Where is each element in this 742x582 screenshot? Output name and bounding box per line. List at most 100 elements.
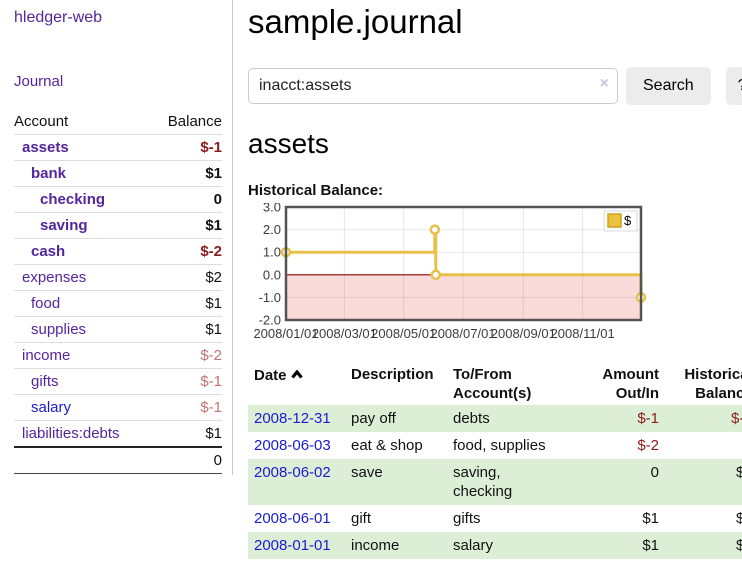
svg-text:2008/07/01: 2008/07/01 [430,326,495,341]
accounts-total-balance: 0 [151,447,222,474]
account-link-cash[interactable]: cash [31,243,66,260]
account-balance: $-2 [151,238,222,265]
account-balance: 0 [151,186,222,213]
svg-text:-2.0: -2.0 [259,313,281,328]
account-row: bank $1 [14,160,222,187]
account-balance: $-1 [151,134,222,161]
register-header-row: Date Description To/From Account(s) Amou… [248,363,742,405]
transaction-row: 2008-06-02 save saving, checking 0 $2 [248,459,742,505]
app-window: hledger-web Journal Account Balance asse… [0,0,742,559]
historical-balance-chart: $3.0 2.0 1.0 0.0 -1.0 -2.0 2008/01/01 2008/03/0… [248,200,650,351]
transaction-accounts: debts [453,410,490,427]
svg-text:1.0: 1.0 [263,245,281,260]
account-row: checking 0 [14,186,222,213]
account-link-assets[interactable]: assets [22,139,69,156]
search-button[interactable]: Search [626,67,711,105]
chart-heading: Historical Balance: [248,182,384,199]
account-heading: assets [248,128,329,159]
account-link-liabilities-debts[interactable]: liabilities:debts [22,425,120,442]
accounts-table-header: Account Balance [14,109,222,135]
svg-text:3.0: 3.0 [263,203,281,215]
transaction-accounts: food, supplies [453,437,546,454]
account-row: gifts $-1 [14,368,222,395]
register-header-balance: Historical Balance [684,366,742,402]
transaction-row: 2008-06-03 eat & shop food, supplies $-2… [248,432,742,459]
account-balance: $1 [151,420,222,448]
account-link-salary[interactable]: salary [31,399,72,416]
transaction-row: 2008-01-01 income salary $1 $1 [248,532,742,559]
svg-text:-1.0: -1.0 [259,290,281,305]
transaction-date-link[interactable]: 2008-06-02 [254,464,331,481]
transaction-accounts: saving, checking [453,464,513,500]
account-balance: $1 [151,316,222,343]
transaction-amount: $1 [642,537,660,554]
account-balance: $1 [151,212,222,239]
account-link-expenses[interactable]: expenses [22,269,87,286]
account-balance: $2 [151,264,222,291]
register-header-description: Description [351,366,434,383]
account-link-gifts[interactable]: gifts [31,373,59,390]
transaction-date-link[interactable]: 2008-01-01 [254,537,331,554]
transaction-description: gift [351,510,372,527]
sidebar: hledger-web Journal Account Balance asse… [0,0,233,475]
search-input[interactable] [248,68,618,104]
transaction-amount: 0 [650,464,660,481]
sidebar-item-journal[interactable]: Journal [14,73,64,90]
account-link-supplies[interactable]: supplies [31,321,87,338]
help-button[interactable]: ? [725,67,742,105]
search-box: × [248,68,618,104]
accounts-total-row: 0 [14,447,222,474]
account-row: supplies $1 [14,316,222,343]
transaction-description: save [351,464,383,481]
account-row: salary $-1 [14,394,222,421]
account-balance: $1 [151,160,222,187]
account-link-bank[interactable]: bank [31,165,67,182]
transaction-date-link[interactable]: 2008-06-03 [254,437,331,454]
transaction-balance: $-1 [731,410,742,427]
account-row: income $-2 [14,342,222,369]
svg-text:2008/01/01: 2008/01/01 [253,326,318,341]
sort-ascending-icon [290,365,303,384]
account-row: saving $1 [14,212,222,239]
register-header-accounts: To/From Account(s) [453,366,532,402]
register-header-amount: Amount Out/In [602,366,660,402]
main-content: sample.journal × Search ? assets Histori… [233,0,742,559]
account-row: food $1 [14,290,222,317]
transaction-accounts: salary [453,537,494,554]
transaction-description: pay off [351,410,396,427]
app-brand-link[interactable]: hledger-web [14,9,103,26]
register-table: Date Description To/From Account(s) Amou… [248,363,742,559]
clear-search-icon[interactable]: × [599,75,609,92]
svg-text:2.0: 2.0 [263,222,281,237]
account-link-saving[interactable]: saving [40,217,88,234]
svg-text:0.0: 0.0 [263,267,281,282]
account-link-income[interactable]: income [22,347,71,364]
account-balance: $-1 [151,368,222,395]
svg-text:2008/05/01: 2008/05/01 [371,326,436,341]
transaction-amount: $-1 [637,410,660,427]
account-balance: $-2 [151,342,222,369]
accounts-table: Account Balance assets $-1 bank $1 check… [14,109,222,474]
transaction-date-link[interactable]: 2008-06-01 [254,510,331,527]
chart-canvas: $3.0 2.0 1.0 0.0 -1.0 -2.02008/01/012008/03/0… [253,200,647,341]
transaction-row: 2008-12-31 pay off debts $-1 $-1 [248,405,742,432]
transaction-amount: $-2 [637,437,660,454]
transaction-amount: $1 [642,510,660,527]
account-link-food[interactable]: food [31,295,61,312]
transaction-row: 2008-06-01 gift gifts $1 $2 [248,505,742,532]
transaction-balance: $2 [736,464,742,481]
account-row: cash $-2 [14,238,222,265]
account-row: expenses $2 [14,264,222,291]
account-row: assets $-1 [14,134,222,161]
account-balance: $-1 [151,394,222,421]
search-form: × Search ? [248,67,742,105]
transaction-date-link[interactable]: 2008-12-31 [254,410,331,427]
transaction-balance: 0 [665,432,742,459]
account-link-checking[interactable]: checking [40,191,106,208]
transaction-description: eat & shop [351,437,423,454]
register-header-date[interactable]: Date [248,363,345,405]
transaction-balance: $2 [736,510,742,527]
svg-text:2008/03/01: 2008/03/01 [312,326,377,341]
svg-text:2008/09/01: 2008/09/01 [491,326,556,341]
svg-text:2008/11/01: 2008/11/01 [551,326,615,341]
